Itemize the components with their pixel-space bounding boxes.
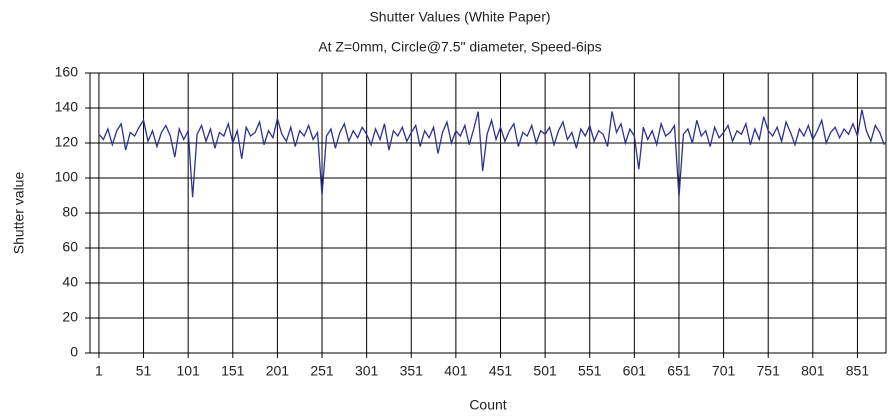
x-tick-label: 701	[712, 363, 736, 379]
y-tick-label: 0	[70, 344, 78, 360]
x-tick-label: 501	[533, 363, 557, 379]
x-tick-label: 301	[355, 363, 379, 379]
x-tick-label: 101	[176, 363, 200, 379]
plot-frame	[89, 72, 887, 354]
x-tick-label: 451	[489, 363, 513, 379]
x-tick-label: 51	[136, 363, 152, 379]
x-tick-label: 351	[400, 363, 424, 379]
y-tick-label: 40	[62, 274, 78, 290]
y-tick-label: 160	[55, 64, 79, 80]
chart-subtitle: At Z=0mm, Circle@7.5" diameter, Speed-6i…	[318, 39, 601, 55]
x-tick-label: 151	[221, 363, 245, 379]
x-axis-label: Count	[469, 397, 506, 413]
y-axis-label: Shutter value	[11, 172, 27, 255]
x-tick-label: 601	[623, 363, 647, 379]
x-tick-label: 251	[310, 363, 334, 379]
y-tick-label: 100	[55, 169, 79, 185]
y-tick-label: 60	[62, 239, 78, 255]
x-tick-label: 201	[266, 363, 290, 379]
x-tick-label: 401	[444, 363, 468, 379]
y-tick-label: 120	[55, 134, 79, 150]
x-tick-label: 801	[801, 363, 825, 379]
x-tick-label: 751	[757, 363, 781, 379]
y-tick-label: 20	[62, 309, 78, 325]
x-tick-label: 1	[95, 363, 103, 379]
x-tick-label: 851	[846, 363, 870, 379]
y-tick-label: 140	[55, 99, 79, 115]
data-line	[98, 109, 885, 198]
x-tick-label: 551	[578, 363, 602, 379]
chart-title: Shutter Values (White Paper)	[369, 9, 550, 25]
x-tick-label: 651	[667, 363, 691, 379]
y-tick-label: 80	[62, 204, 78, 220]
